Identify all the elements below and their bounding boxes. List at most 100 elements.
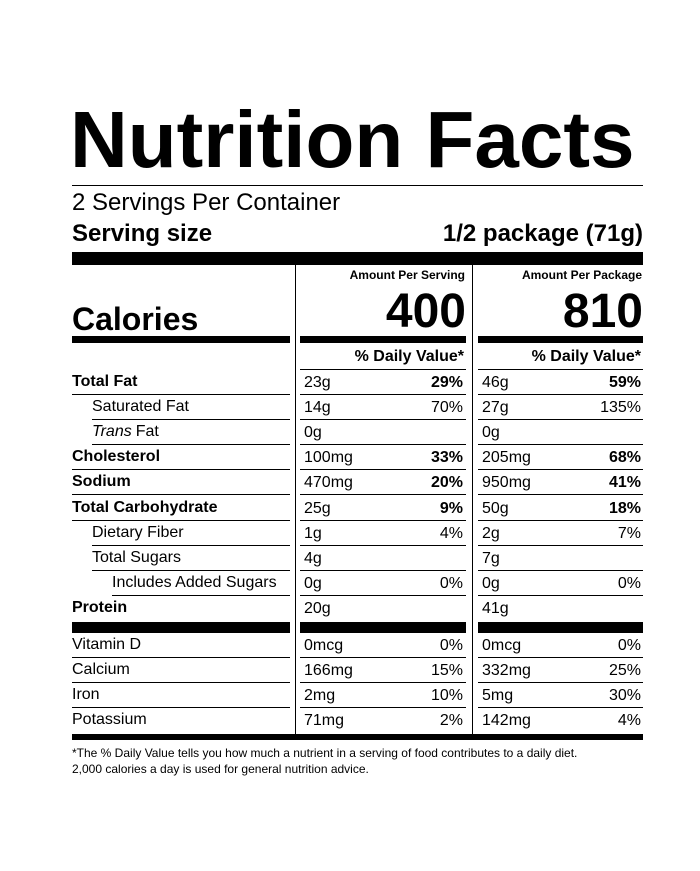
row-rule	[478, 494, 643, 496]
daily-value: 0%	[439, 574, 463, 592]
amount: 0g	[304, 424, 322, 442]
amount: 0g	[482, 574, 500, 592]
daily-value-heading: % Daily Value*	[354, 348, 464, 365]
row-rule	[72, 494, 290, 496]
nutrient-label: Total Carbohydrate	[72, 498, 218, 516]
amount: 0g	[482, 424, 500, 442]
nutrient-label: Iron	[72, 686, 100, 703]
nutrient-label: Calcium	[72, 661, 130, 678]
row-rule	[478, 469, 643, 471]
thick-bar	[72, 336, 290, 343]
amount: 2g	[482, 524, 500, 542]
amount: 142mg	[482, 712, 531, 729]
daily-value: 33%	[430, 449, 463, 467]
daily-value: 70%	[430, 399, 463, 417]
row-rule	[72, 394, 290, 395]
nutrient-label: Protein	[72, 598, 128, 616]
amount: 23g	[304, 374, 331, 391]
row-rule	[478, 394, 643, 395]
amount: 46g	[482, 374, 509, 391]
daily-value: 30%	[608, 687, 641, 704]
thick-bar	[72, 622, 290, 633]
row-rule	[72, 707, 290, 708]
column-heading: Amount Per Package	[521, 268, 642, 282]
row-rule	[300, 657, 466, 658]
row-rule	[300, 569, 466, 571]
daily-value: 4%	[617, 712, 641, 729]
nutrient-label: Fat	[135, 423, 159, 441]
row-rule	[92, 569, 290, 571]
amount: 950mg	[482, 474, 531, 492]
row-rule	[92, 444, 290, 446]
amount: 1g	[304, 524, 322, 542]
thick-bar	[72, 252, 643, 265]
daily-value: 29%	[430, 374, 463, 391]
amount: 71mg	[304, 712, 345, 729]
title: Nutrition Facts	[70, 95, 635, 184]
amount: 27g	[482, 399, 509, 417]
serving-size-label: Serving size	[72, 220, 213, 247]
row-rule	[478, 444, 643, 446]
row-rule	[300, 707, 466, 708]
row-rule	[478, 544, 643, 546]
column-divider	[295, 265, 296, 735]
row-rule	[478, 657, 643, 658]
amount: 0g	[304, 574, 322, 592]
column-heading: Amount Per Serving	[349, 268, 465, 282]
amount: 166mg	[304, 662, 353, 679]
row-rule	[300, 519, 466, 521]
footnote: *The % Daily Value tells you how much a …	[72, 746, 578, 760]
rule	[72, 185, 643, 186]
row-rule	[478, 519, 643, 521]
calories-value: 810	[562, 285, 643, 338]
amount: 7g	[482, 549, 500, 567]
nutrient-label: Total Sugars	[92, 548, 181, 566]
row-rule	[300, 494, 466, 496]
daily-value: 41%	[608, 474, 641, 492]
row-rule	[300, 444, 466, 446]
amount: 25g	[304, 499, 331, 517]
daily-value: 10%	[430, 687, 463, 704]
amount: 41g	[482, 599, 509, 617]
column-divider	[472, 265, 473, 735]
row-rule	[478, 419, 643, 421]
amount: 332mg	[482, 662, 531, 679]
amount: 4g	[304, 549, 322, 567]
row-rule	[300, 469, 466, 471]
row-rule	[72, 657, 290, 658]
daily-value: 68%	[608, 449, 641, 467]
nutrient-label: Sodium	[72, 473, 131, 491]
nutrient-label: Vitamin D	[72, 636, 142, 653]
nutrient-label-italic: Trans	[92, 423, 132, 441]
row-rule	[92, 419, 290, 421]
nutrient-label: Saturated Fat	[92, 398, 189, 416]
amount: 470mg	[304, 474, 353, 492]
daily-value: 25%	[608, 662, 641, 679]
daily-value: 2%	[439, 712, 463, 729]
amount: 14g	[304, 399, 331, 417]
amount: 100mg	[304, 449, 353, 467]
thick-bar	[478, 622, 643, 633]
nutrient-label: Cholesterol	[72, 448, 161, 466]
row-rule	[72, 469, 290, 471]
daily-value: 18%	[608, 499, 641, 517]
nutrient-label: Dietary Fiber	[92, 523, 184, 541]
row-rule	[300, 594, 466, 596]
daily-value-heading: % Daily Value*	[531, 348, 641, 365]
daily-value: 9%	[439, 499, 463, 517]
row-rule	[112, 594, 290, 596]
daily-value: 15%	[430, 662, 463, 679]
daily-value: 135%	[600, 399, 641, 417]
thick-bar	[72, 734, 643, 740]
row-rule	[478, 594, 643, 596]
calories-value: 400	[385, 285, 466, 338]
row-rule	[300, 419, 466, 421]
rule	[300, 369, 466, 370]
footnote: 2,000 calories a day is used for general…	[72, 762, 369, 776]
amount: 50g	[482, 499, 509, 517]
thick-bar	[300, 336, 466, 343]
daily-value: 59%	[608, 374, 641, 391]
nutrient-label: Total Fat	[72, 373, 138, 390]
amount: 2mg	[304, 687, 336, 704]
